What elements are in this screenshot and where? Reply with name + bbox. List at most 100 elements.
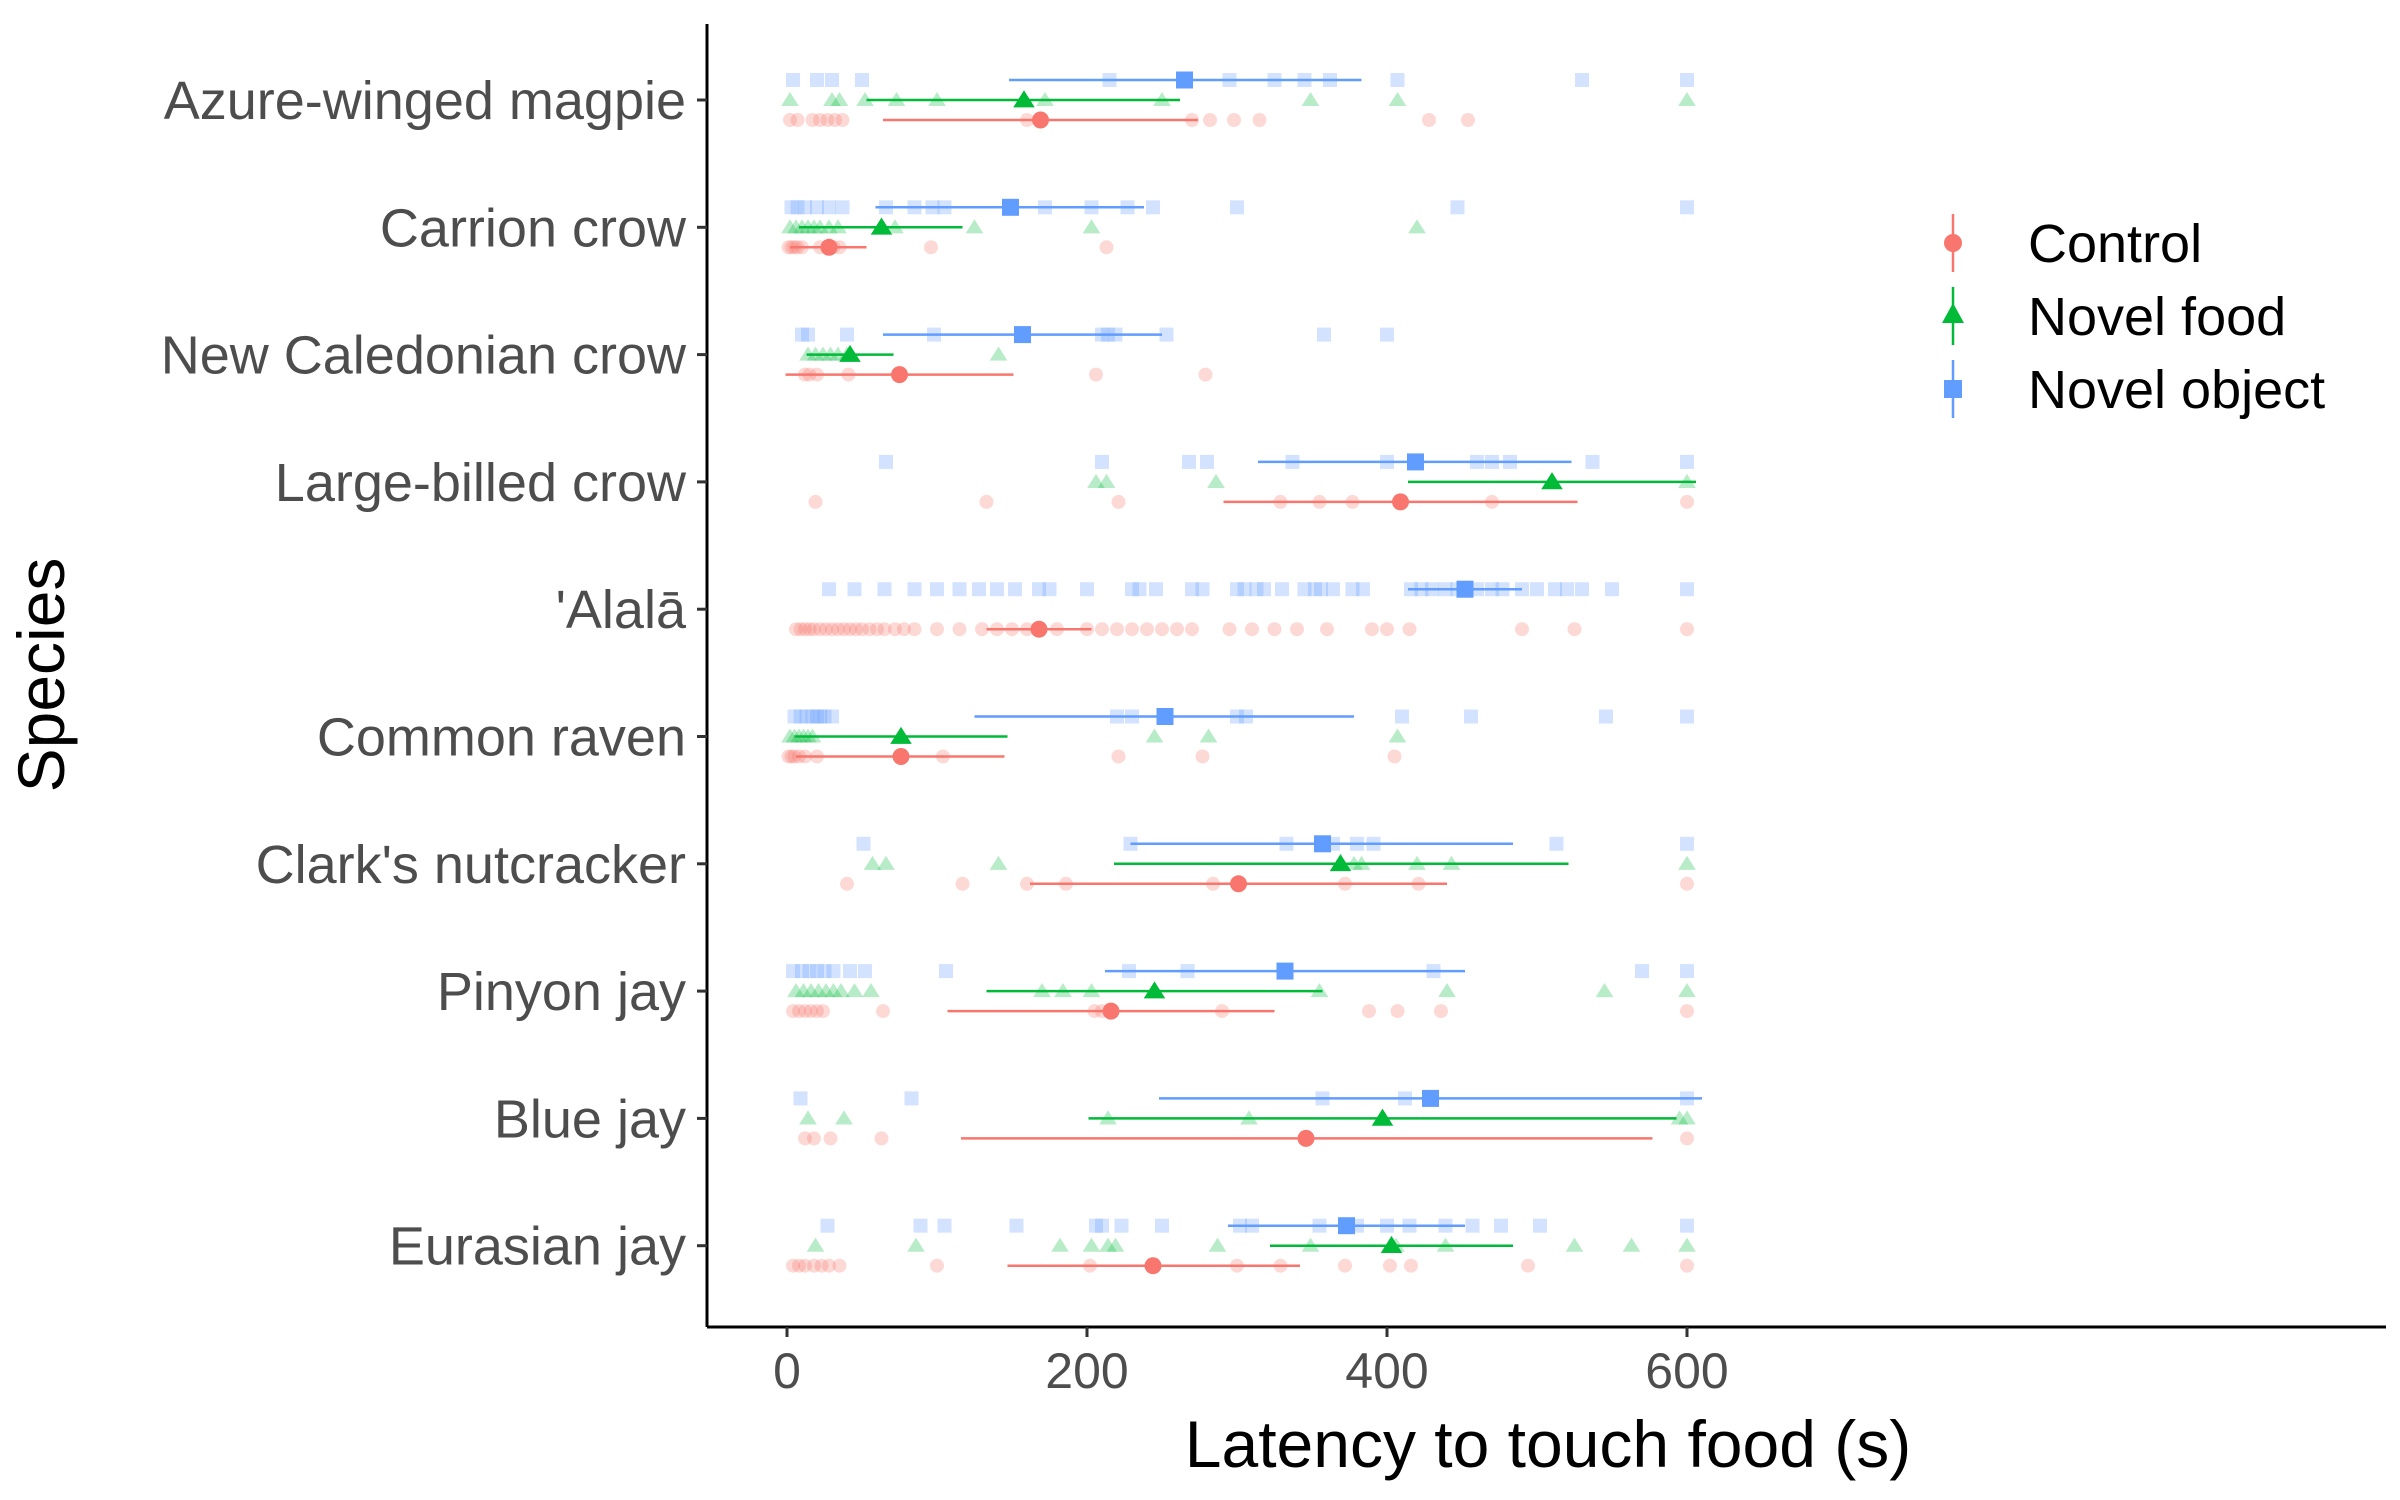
raw-point-novel-object-pinyon-jay-8 xyxy=(939,964,953,979)
raw-point-novel-food-eurasian-jay-5 xyxy=(1106,1237,1125,1252)
raw-point-control-alal-14 xyxy=(870,622,884,637)
raw-point-novel-object-alal-21 xyxy=(1275,582,1289,597)
raw-point-novel-object-carrion-crow-3 xyxy=(810,200,824,215)
raw-point-control-carrion-crow-0 xyxy=(781,240,796,255)
raw-point-novel-object-pinyon-jay-5 xyxy=(826,964,841,979)
raw-point-control-new-caledonian-crow-4 xyxy=(1089,367,1103,382)
raw-point-novel-food-common-raven-0 xyxy=(781,728,799,743)
raw-point-novel-object-alal-7 xyxy=(990,582,1004,597)
raw-point-novel-food-pinyon-jay-1 xyxy=(794,983,813,998)
raw-point-novel-object-large-billed-crow-2 xyxy=(1182,454,1196,469)
raw-point-novel-object-new-caledonian-crow-9 xyxy=(1380,327,1394,342)
raw-point-control-carrion-crow-10 xyxy=(1099,240,1114,255)
raw-point-novel-object-new-caledonian-crow-8 xyxy=(1317,327,1331,342)
raw-point-control-clark-s-nutcracker-7 xyxy=(1680,876,1694,891)
raw-point-control-alal-4 xyxy=(807,622,821,637)
raw-point-novel-object-clark-s-nutcracker-6 xyxy=(1549,836,1564,851)
raw-point-novel-object-alal-25 xyxy=(1326,582,1340,597)
raw-point-novel-object-carrion-crow-14 xyxy=(1230,200,1244,215)
raw-point-novel-object-large-billed-crow-0 xyxy=(879,454,893,469)
raw-point-novel-object-alal-15 xyxy=(1185,582,1199,597)
raw-point-control-clark-s-nutcracker-0 xyxy=(840,876,854,891)
raw-point-control-alal-34 xyxy=(1222,622,1237,637)
mean-point-novel-food-new-caledonian-crow xyxy=(839,344,861,362)
raw-point-control-blue-jay-3 xyxy=(874,1131,889,1146)
raw-point-novel-object-alal-10 xyxy=(1042,582,1057,597)
mean-point-control-azure-winged-magpie xyxy=(1032,111,1049,129)
raw-point-novel-food-clark-s-nutcracker-1 xyxy=(877,855,895,870)
legend: Control Novel food Novel object xyxy=(1942,214,2325,420)
y-tick-label-new-caledonian-crow: New Caledonian crow xyxy=(161,326,687,386)
raw-point-novel-object-clark-s-nutcracker-7 xyxy=(1680,836,1694,851)
mean-point-novel-object-large-billed-crow xyxy=(1407,453,1424,471)
raw-point-novel-object-pinyon-jay-4 xyxy=(817,964,832,979)
mean-point-novel-food-clark-s-nutcracker xyxy=(1329,854,1352,872)
raw-point-control-eurasian-jay-14 xyxy=(1521,1258,1535,1273)
mean-point-control-large-billed-crow xyxy=(1392,493,1409,511)
raw-point-novel-food-eurasian-jay-1 xyxy=(907,1237,925,1252)
raw-point-novel-food-common-raven-7 xyxy=(1199,728,1218,743)
raw-point-control-alal-27 xyxy=(1095,622,1109,637)
raw-point-novel-object-carrion-crow-0 xyxy=(784,200,799,215)
raw-point-control-common-raven-7 xyxy=(1111,749,1126,764)
raw-point-novel-object-alal-0 xyxy=(822,582,836,597)
raw-point-novel-food-azure-winged-magpie-9 xyxy=(1388,91,1407,107)
raw-point-novel-object-eurasian-jay-4 xyxy=(1089,1218,1103,1233)
raw-point-novel-food-azure-winged-magpie-1 xyxy=(823,91,841,107)
raw-point-control-alal-3 xyxy=(802,622,817,637)
y-tick-label-blue-jay: Blue jay xyxy=(494,1089,686,1149)
raw-point-novel-food-carrion-crow-0 xyxy=(781,219,799,234)
raw-point-control-alal-10 xyxy=(843,622,857,637)
mean-point-control-alal xyxy=(1030,620,1048,638)
raw-point-control-eurasian-jay-12 xyxy=(1383,1258,1397,1273)
raw-point-novel-food-pinyon-jay-2 xyxy=(802,983,820,998)
raw-point-novel-object-common-raven-0 xyxy=(787,709,802,724)
raw-point-novel-food-clark-s-nutcracker-0 xyxy=(863,855,882,870)
raw-point-novel-object-eurasian-jay-15 xyxy=(1465,1218,1480,1233)
raw-point-novel-object-carrion-crow-5 xyxy=(835,200,850,215)
raw-point-control-alal-8 xyxy=(831,622,845,637)
raw-point-control-pinyon-jay-5 xyxy=(816,1004,830,1019)
raw-point-novel-object-alal-3 xyxy=(907,582,922,597)
raw-point-control-pinyon-jay-3 xyxy=(804,1004,818,1019)
raw-point-novel-food-azure-winged-magpie-2 xyxy=(830,91,849,107)
raw-point-control-alal-16 xyxy=(888,622,902,637)
raw-point-control-alal-35 xyxy=(1245,622,1259,637)
raw-point-novel-food-eurasian-jay-2 xyxy=(1051,1237,1069,1252)
raw-point-novel-food-pinyon-jay-8 xyxy=(862,983,880,998)
raw-point-novel-food-pinyon-jay-4 xyxy=(817,983,835,998)
raw-point-control-alal-21 xyxy=(975,622,989,637)
raw-point-novel-object-alal-2 xyxy=(877,582,892,597)
raw-point-control-alal-28 xyxy=(1110,622,1124,637)
mean-point-control-carrion-crow xyxy=(820,238,838,256)
x-tick-label-200: 200 xyxy=(1045,1343,1128,1399)
raw-point-control-alal-11 xyxy=(849,622,863,637)
raw-point-control-alal-9 xyxy=(837,622,851,637)
raw-point-novel-food-eurasian-jay-6 xyxy=(1208,1237,1227,1252)
legend-entry-novel-food: Novel food xyxy=(1942,287,2286,347)
raw-point-novel-object-carrion-crow-16 xyxy=(1680,200,1694,215)
mean-point-novel-object-blue-jay xyxy=(1422,1089,1439,1107)
raw-point-control-eurasian-jay-6 xyxy=(832,1258,847,1273)
raw-point-control-common-raven-9 xyxy=(1387,749,1402,764)
raw-point-novel-food-pinyon-jay-6 xyxy=(832,983,850,998)
raw-point-novel-food-azure-winged-magpie-0 xyxy=(781,91,799,107)
raw-point-novel-object-common-raven-12 xyxy=(1395,709,1409,724)
raw-point-novel-object-alal-1 xyxy=(847,582,862,597)
raw-point-control-azure-winged-magpie-3 xyxy=(813,113,827,127)
y-axis-title: Species xyxy=(4,558,78,793)
raw-point-novel-object-carrion-crow-2 xyxy=(798,200,812,215)
raw-point-novel-food-clark-s-nutcracker-7 xyxy=(1678,855,1696,870)
raw-point-novel-object-alal-12 xyxy=(1125,582,1139,597)
raw-point-novel-food-common-raven-8 xyxy=(1388,728,1407,743)
raw-point-novel-object-carrion-crow-13 xyxy=(1146,200,1160,215)
y-tick-label-clark-s-nutcracker: Clark's nutcracker xyxy=(256,835,686,895)
raw-point-novel-object-alal-20 xyxy=(1257,582,1271,597)
raw-point-novel-object-alal-38 xyxy=(1548,582,1562,597)
raw-point-control-alal-31 xyxy=(1155,622,1169,637)
summary-layer xyxy=(785,71,1702,1275)
x-axis-title: Latency to touch food (s) xyxy=(1185,1407,1911,1481)
raw-point-novel-object-eurasian-jay-0 xyxy=(820,1218,835,1233)
raw-point-control-pinyon-jay-1 xyxy=(792,1004,806,1019)
